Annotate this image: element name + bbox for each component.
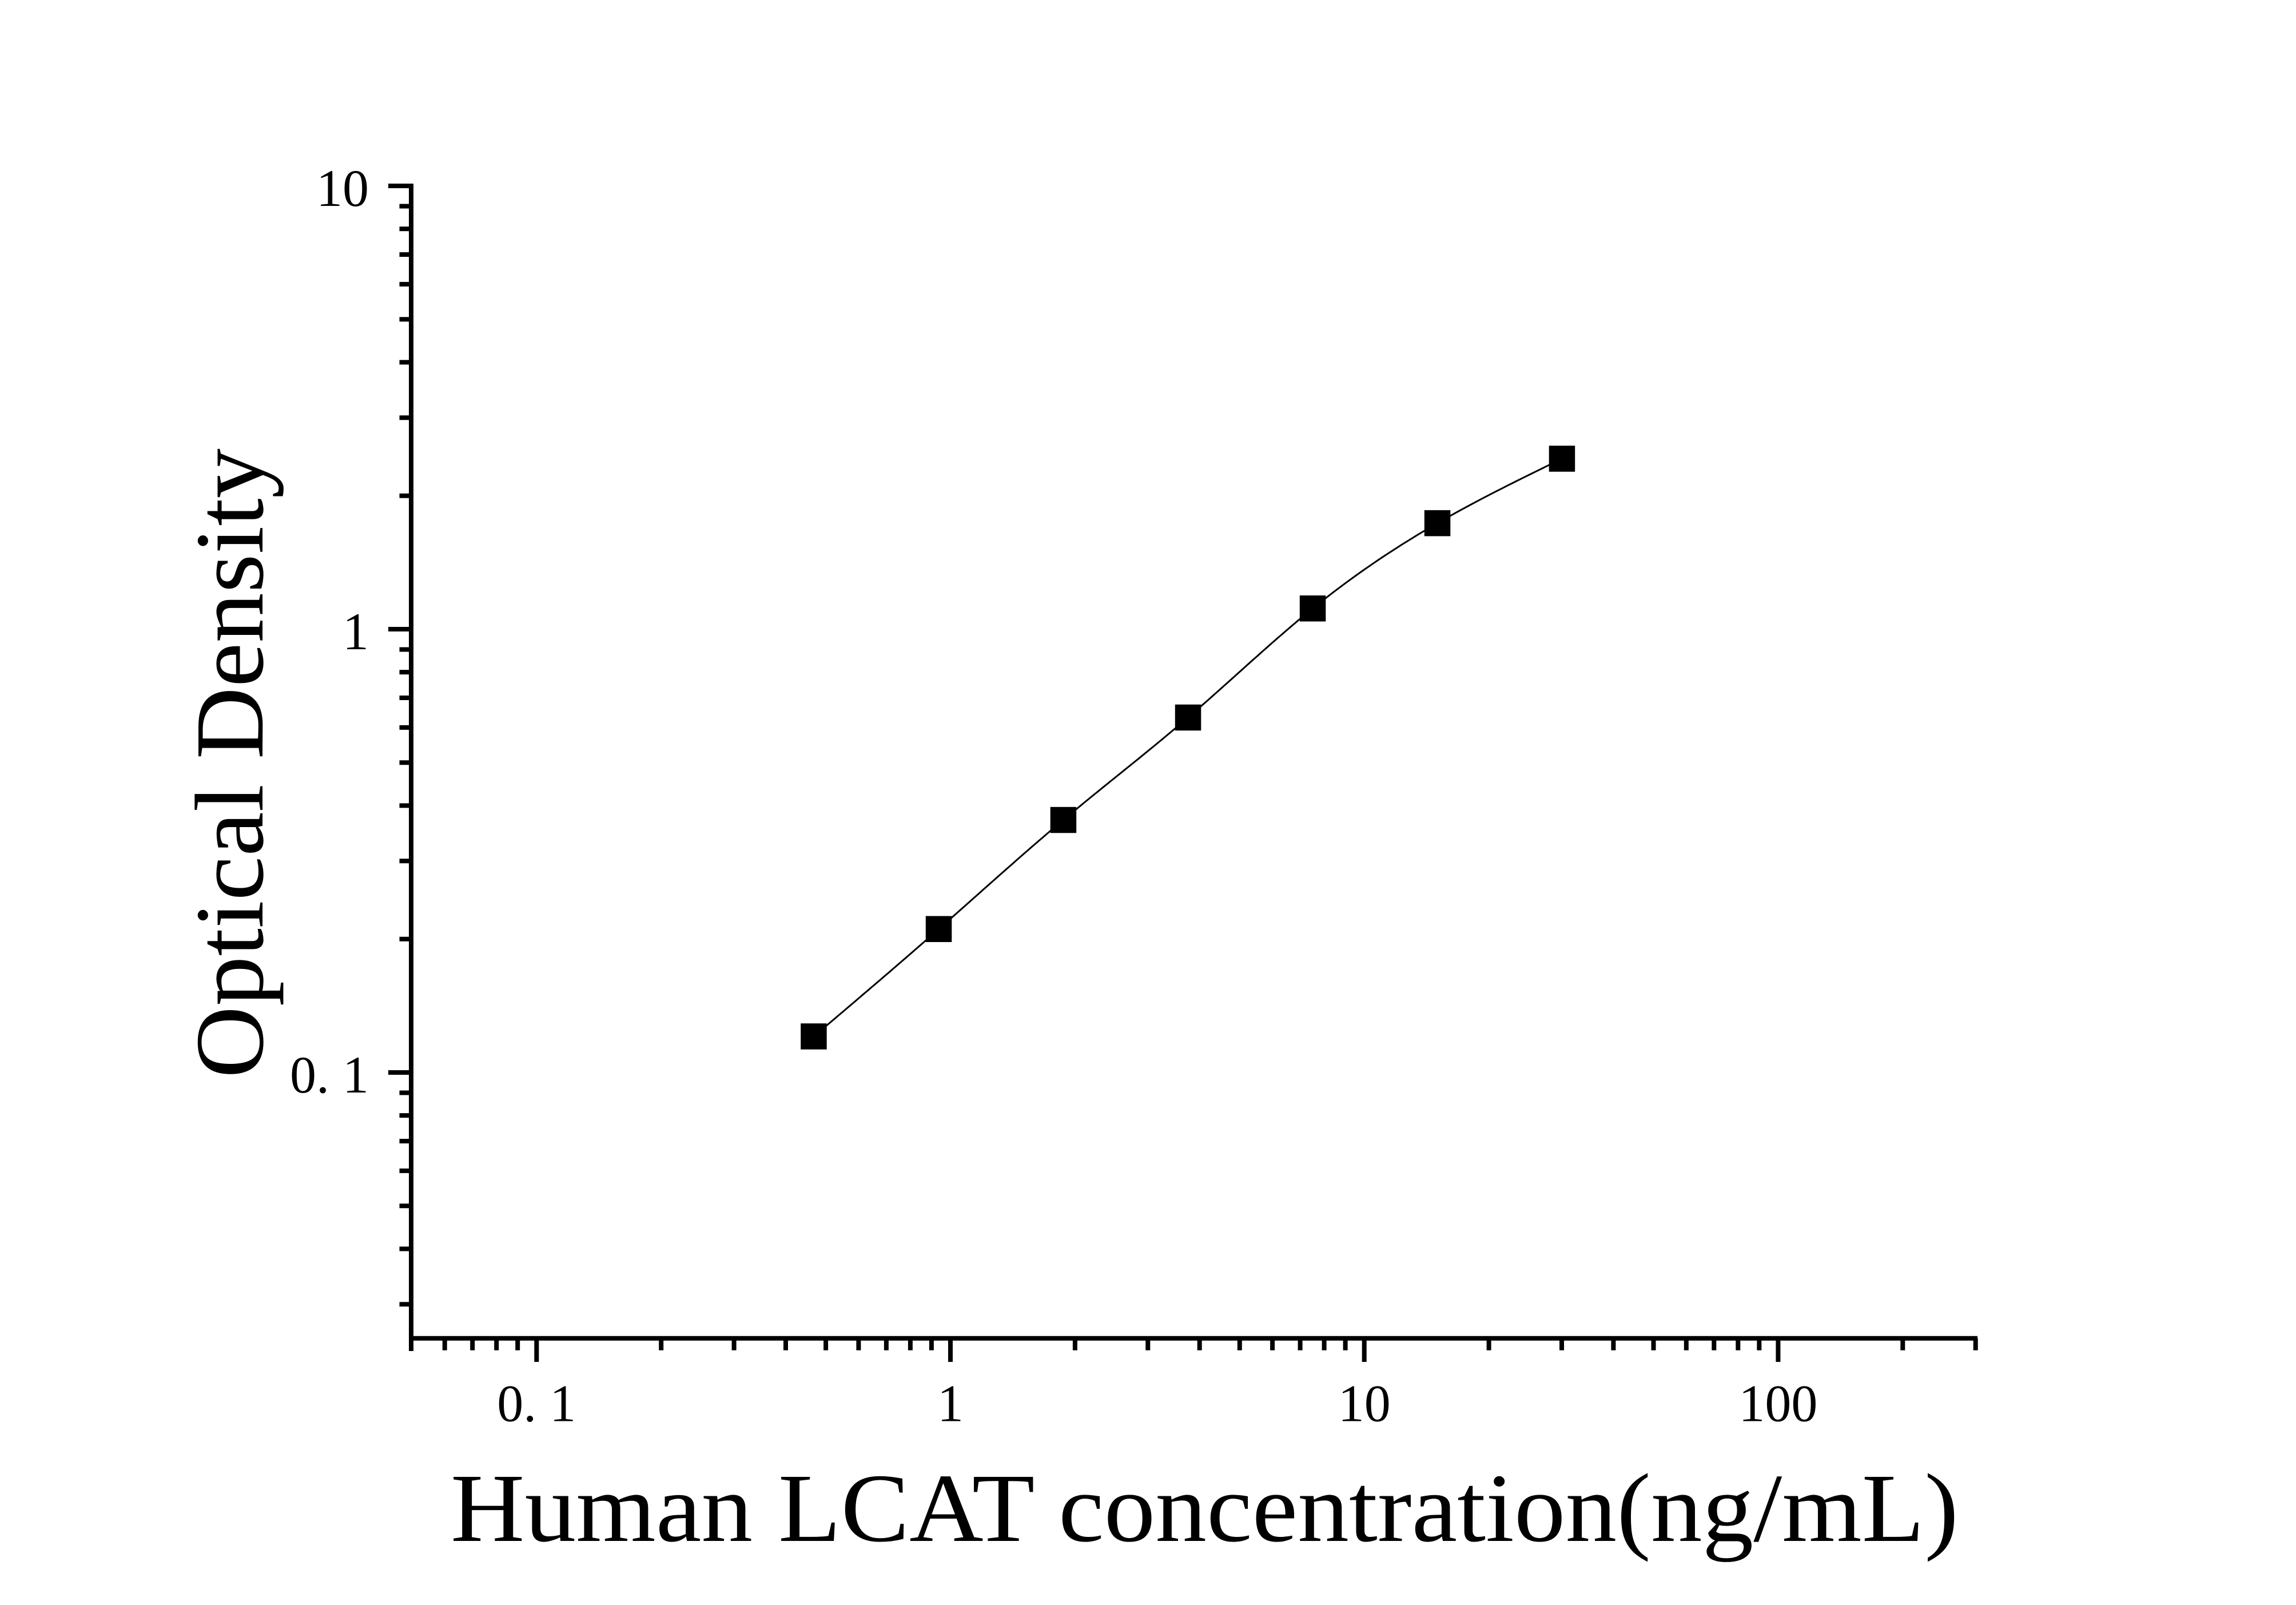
svg-text:1: 1 xyxy=(937,1374,964,1433)
svg-text:1: 1 xyxy=(343,602,369,661)
svg-text:Optical Density: Optical Density xyxy=(176,448,284,1078)
svg-text:0. 1: 0. 1 xyxy=(497,1374,576,1433)
svg-text:0. 1: 0. 1 xyxy=(290,1046,369,1104)
svg-text:10: 10 xyxy=(316,159,369,217)
svg-text:100: 100 xyxy=(1738,1374,1817,1433)
svg-text:10: 10 xyxy=(1338,1374,1391,1433)
svg-text:Human LCAT concentration(ng/mL: Human LCAT concentration(ng/mL) xyxy=(451,1454,1959,1563)
